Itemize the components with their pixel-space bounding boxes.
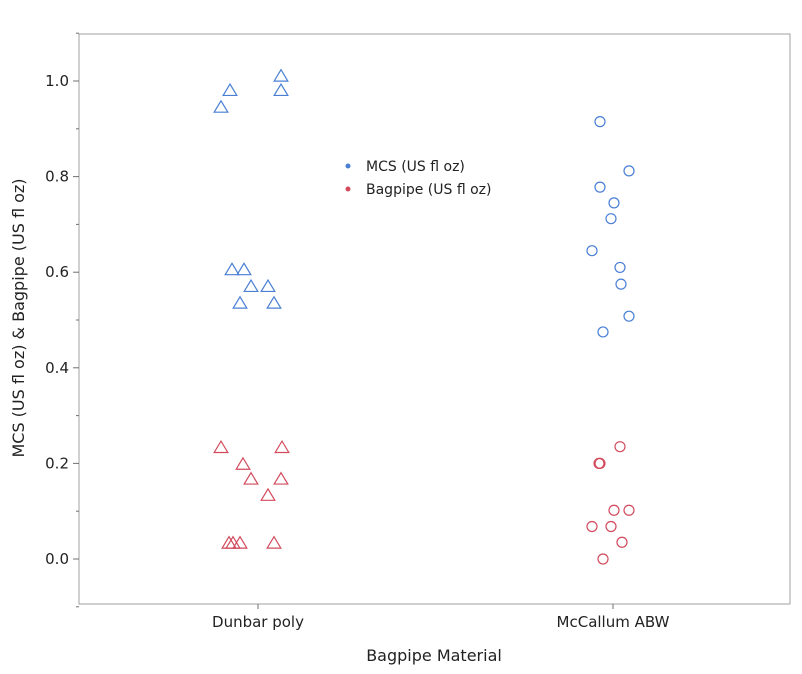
bagpipe-point xyxy=(213,439,229,454)
y-axis: 0.0 0.2 0.4 0.6 0.8 1.0 xyxy=(45,32,79,608)
x-tick-label: McCallum ABW xyxy=(557,613,670,631)
y-tick-label: 0.6 xyxy=(45,263,69,281)
y-tick-label: 0.8 xyxy=(45,168,69,186)
y-axis-title: MCS (US fl oz) & Bagpipe (US fl oz) xyxy=(9,178,28,457)
bagpipe-point xyxy=(266,535,282,549)
bagpipe-point xyxy=(623,504,635,516)
bagpipe-point xyxy=(586,520,598,533)
mcs-point xyxy=(224,262,240,276)
bagpipe-point xyxy=(235,456,251,470)
mcs-point xyxy=(213,99,229,113)
mcs-point xyxy=(586,245,598,257)
legend-marker xyxy=(345,186,351,192)
mcs-point xyxy=(608,197,620,209)
bagpipe-point xyxy=(605,520,617,533)
y-tick-label: 0.0 xyxy=(45,550,69,568)
bagpipe-point xyxy=(232,535,248,549)
mcs-point xyxy=(260,278,276,293)
bagpipe-point xyxy=(274,439,290,454)
plot-frame xyxy=(78,33,791,605)
x-axis: Dunbar poly McCallum ABW xyxy=(212,604,670,631)
x-axis-title: Bagpipe Material xyxy=(366,646,502,665)
y-tick-label: 1.0 xyxy=(45,72,69,90)
mcs-point xyxy=(615,278,627,290)
legend-marker xyxy=(345,163,351,169)
y-tick-label: 0.4 xyxy=(45,359,69,377)
bagpipe-point xyxy=(273,471,289,485)
x-tick-label: Dunbar poly xyxy=(212,613,304,631)
bagpipe-point xyxy=(616,536,628,548)
mcs-point xyxy=(236,262,252,276)
legend: MCS (US fl oz) Bagpipe (US fl oz) xyxy=(345,159,492,198)
mcs-point xyxy=(594,181,606,193)
mcs-point xyxy=(273,82,289,97)
mcs-point xyxy=(597,326,609,338)
bagpipe-point xyxy=(260,487,276,501)
mcs-point xyxy=(623,310,635,322)
mcs-point xyxy=(232,295,248,309)
mcs-point xyxy=(266,295,282,309)
legend-label: Bagpipe (US fl oz) xyxy=(366,182,492,198)
bagpipe-point xyxy=(593,457,605,469)
bagpipe-point xyxy=(608,504,620,516)
mcs-point xyxy=(614,261,626,274)
mcs-point xyxy=(222,82,238,97)
bagpipe-point xyxy=(614,441,626,453)
mcs-point xyxy=(623,165,635,177)
data-points xyxy=(213,68,635,565)
y-tick-label: 0.2 xyxy=(45,454,69,472)
bagpipe-point xyxy=(243,471,259,485)
legend-label: MCS (US fl oz) xyxy=(366,159,465,175)
bagpipe-point xyxy=(597,553,609,565)
mcs-point xyxy=(605,213,617,225)
mcs-point xyxy=(273,68,289,82)
mcs-point xyxy=(243,278,259,293)
mcs-point xyxy=(594,116,606,128)
